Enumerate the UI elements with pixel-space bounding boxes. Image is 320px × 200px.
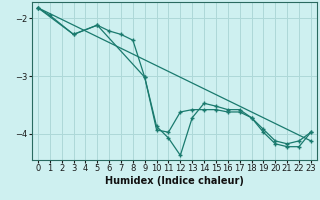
X-axis label: Humidex (Indice chaleur): Humidex (Indice chaleur)	[105, 176, 244, 186]
